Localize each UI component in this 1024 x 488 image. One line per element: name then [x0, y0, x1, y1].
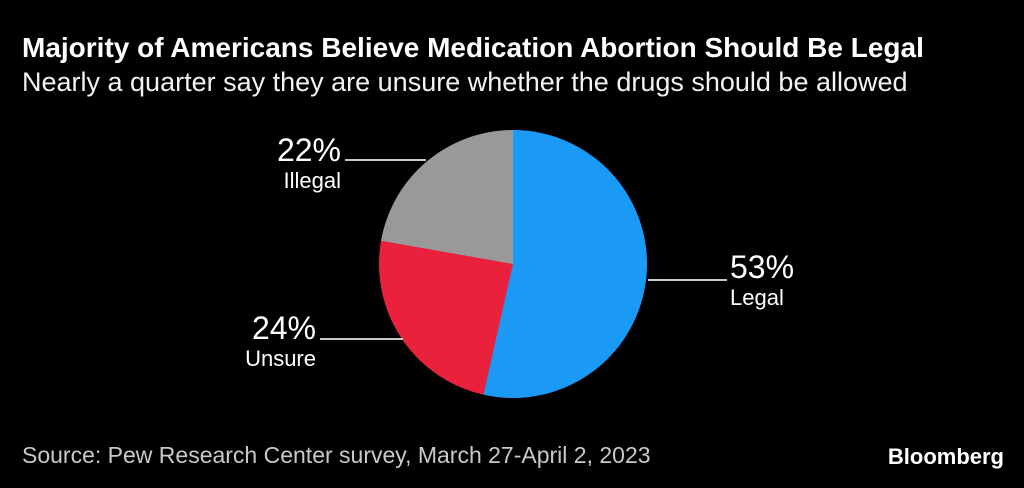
legal-percent-label: 53%: [730, 249, 795, 285]
legal-leader-line: [648, 279, 727, 281]
legal-category-label: Legal: [730, 285, 784, 310]
source-note: Source: Pew Research Center survey, Marc…: [22, 442, 651, 468]
pie-chart: [379, 130, 647, 398]
bloomberg-logo: Bloomberg: [887, 444, 1004, 469]
illegal-category-label: Illegal: [283, 168, 341, 193]
unsure-category-label: Unsure: [245, 346, 316, 371]
illegal-percent-label: 22%: [276, 132, 341, 168]
callout-unsure: 24% Unsure: [245, 312, 316, 372]
illegal-leader-line: [345, 159, 426, 161]
unsure-percent-label: 24%: [251, 310, 316, 346]
callout-illegal: 22% Illegal: [277, 134, 341, 194]
chart-subtitle: Nearly a quarter say they are unsure whe…: [22, 67, 908, 97]
chart-title: Majority of Americans Believe Medication…: [22, 32, 924, 63]
unsure-leader-line: [320, 338, 403, 340]
callout-legal: 53% Legal: [730, 251, 794, 311]
